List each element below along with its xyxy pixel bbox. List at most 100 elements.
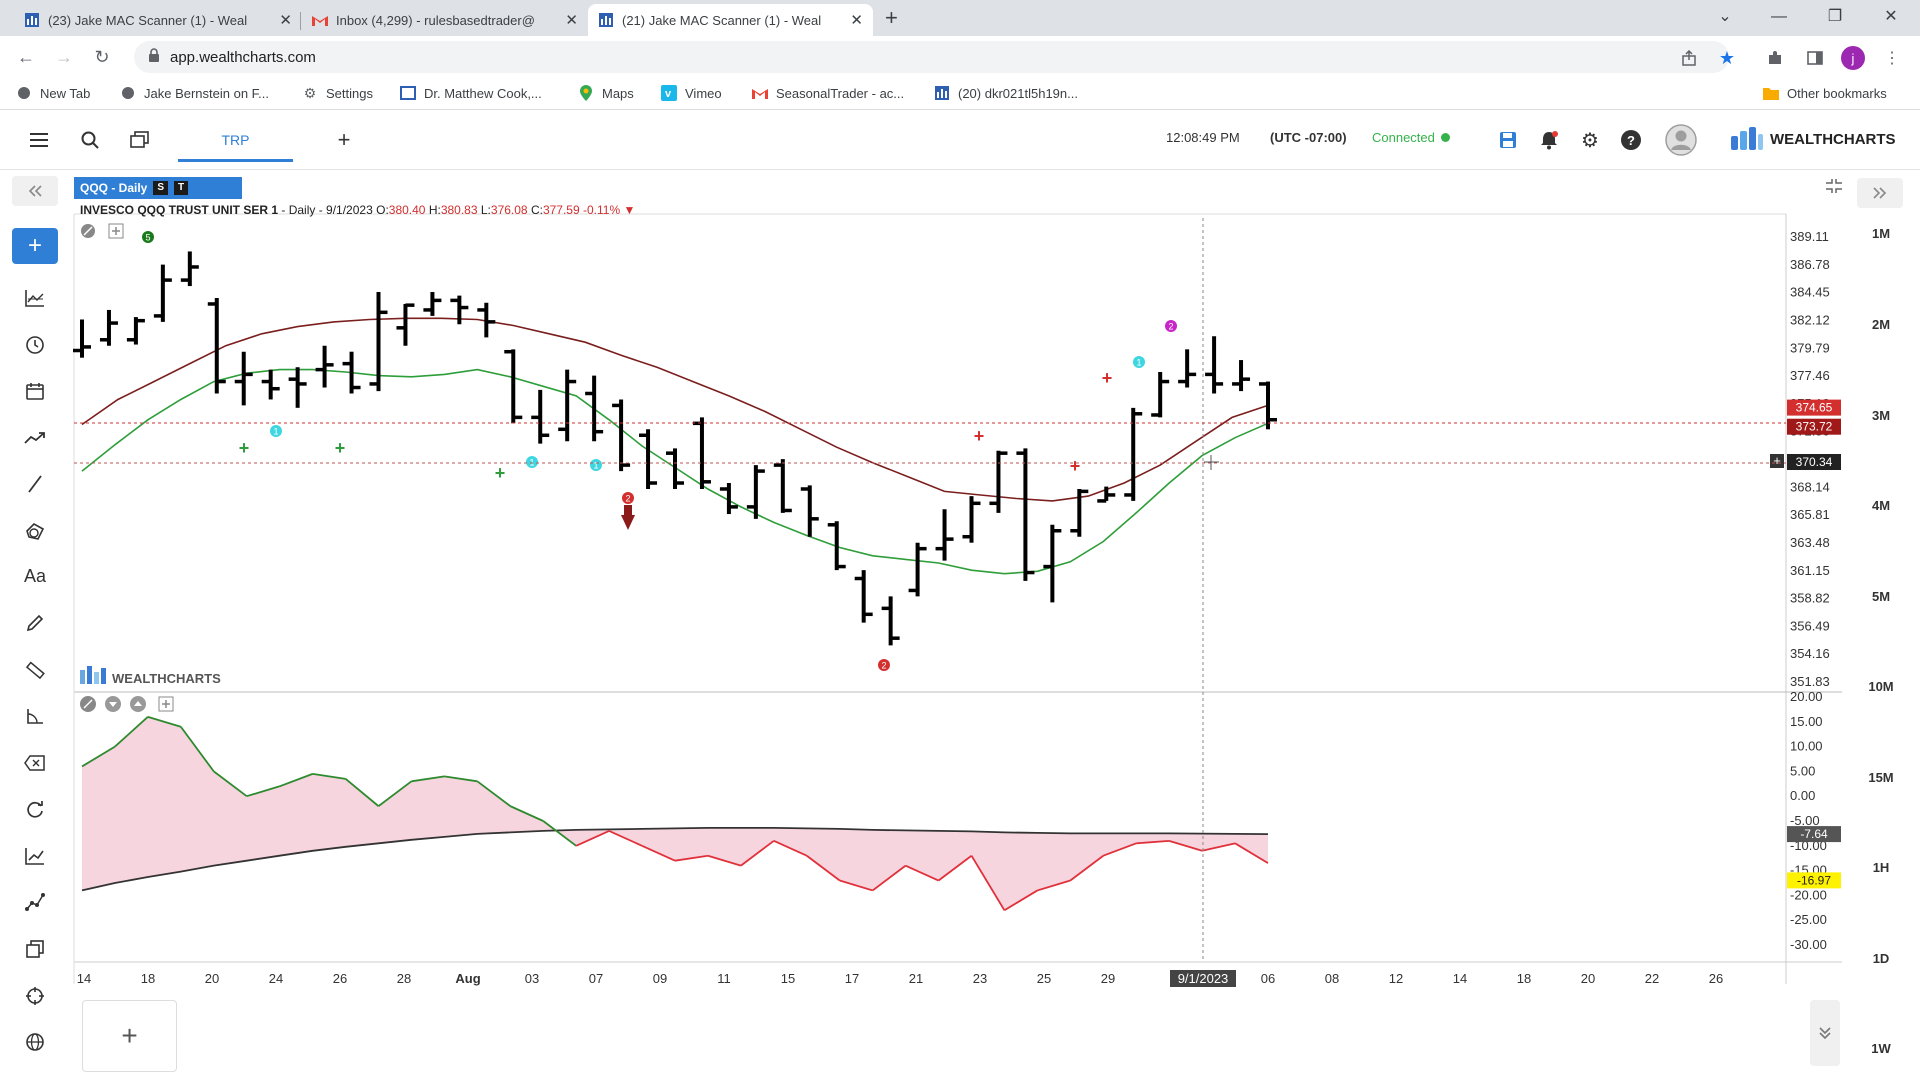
user-avatar-icon[interactable] <box>1665 124 1697 156</box>
fullscreen-icon[interactable] <box>1826 179 1842 193</box>
oscillator-line-segment <box>279 773 313 788</box>
browser-tab-2[interactable]: Inbox (4,299) - rulesbasedtrader@ ✕ <box>302 4 588 36</box>
ruler-icon[interactable] <box>12 652 58 688</box>
ohlc-bar <box>261 369 280 400</box>
back-arrow-icon[interactable]: ← <box>17 47 35 67</box>
shapes-icon[interactable] <box>12 513 58 549</box>
crosshair-icon[interactable] <box>12 978 58 1014</box>
tab-search-chevron-icon[interactable]: ⌄ <box>1718 8 1732 25</box>
timeframe-10m[interactable]: 10M <box>1868 679 1894 694</box>
clock-history-icon[interactable] <box>12 327 58 363</box>
add-chart-button[interactable]: + <box>82 1000 177 1072</box>
bookmark-dr-matthew-cook[interactable]: Dr. Matthew Cook,... <box>400 85 542 101</box>
badge-s[interactable]: S <box>153 181 169 195</box>
ma-price-label-bg <box>1787 418 1841 435</box>
save-icon[interactable] <box>1496 128 1520 152</box>
bookmark-label: Vimeo <box>685 85 722 101</box>
pane-controls-top[interactable] <box>81 223 124 239</box>
price-tick-label: 365.81 <box>1790 507 1830 522</box>
tab-close-icon[interactable]: ✕ <box>565 12 578 29</box>
indicators-icon[interactable] <box>12 280 58 316</box>
pencil-icon[interactable] <box>12 605 58 641</box>
search-icon[interactable] <box>78 128 102 152</box>
timeframe-1w[interactable]: 1W <box>1871 1041 1891 1056</box>
ohlc-bar <box>531 389 550 444</box>
browser-tab-1[interactable]: (23) Jake MAC Scanner (1) - Weal ✕ <box>14 4 302 36</box>
layouts-icon[interactable] <box>128 128 152 152</box>
forward-arrow-icon[interactable]: → <box>55 47 73 67</box>
new-tab-button[interactable]: + <box>885 5 898 30</box>
close-window-button[interactable]: ✕ <box>1884 8 1898 25</box>
price-tick-label: 354.16 <box>1790 646 1830 661</box>
bookmark-label: Settings <box>326 85 373 101</box>
x-tick-label: 15 <box>781 971 795 986</box>
bookmark-other-bookmarks[interactable]: Other bookmarks <box>1763 85 1887 101</box>
timeframe-5m[interactable]: 5M <box>1871 589 1891 604</box>
bookmark-seasonaltrader[interactable]: SeasonalTrader - ac... <box>752 85 904 101</box>
trend-line-icon[interactable] <box>12 420 58 456</box>
tab-close-icon[interactable]: ✕ <box>279 12 292 29</box>
ohlc-bar <box>746 465 765 519</box>
restore-button[interactable]: ❐ <box>1827 8 1843 25</box>
text-tool-icon[interactable]: Aa <box>23 565 47 586</box>
oscillator-line-segment <box>1069 855 1104 882</box>
eraser-icon[interactable] <box>12 745 58 781</box>
chart-symbol-label[interactable]: QQQ - Daily S T <box>74 177 242 199</box>
timeframe-1h[interactable]: 1H <box>1872 860 1890 875</box>
address-bar[interactable]: app.wealthcharts.com <box>134 41 1729 73</box>
tab-close-icon[interactable]: ✕ <box>850 12 863 29</box>
browser-tab-3-active[interactable]: (21) Jake MAC Scanner (1) - Weal ✕ <box>588 4 873 36</box>
calendar-icon[interactable] <box>12 373 58 409</box>
side-panel-icon[interactable] <box>1803 46 1827 70</box>
bookmark-star-icon[interactable]: ★ <box>1718 47 1736 68</box>
bookmark-maps[interactable]: Maps <box>578 85 634 101</box>
oscillator-line-segment <box>312 772 346 780</box>
oscillator-line-segment <box>905 864 939 882</box>
browser-menu-icon[interactable]: ⋮ <box>1884 50 1900 67</box>
pane-controls-oscillator[interactable] <box>80 696 174 712</box>
reload-icon[interactable]: ↻ <box>94 47 110 67</box>
hamburger-menu-icon[interactable] <box>27 128 51 152</box>
collapse-right-icon[interactable] <box>1857 178 1903 208</box>
profile-avatar[interactable]: j <box>1841 46 1865 70</box>
signal-dot-red <box>622 492 634 504</box>
gear-icon: ⚙ <box>303 84 317 101</box>
timeframe-1d[interactable]: 1D <box>1872 951 1890 966</box>
path-tool-icon[interactable] <box>12 884 58 920</box>
bookmark-settings[interactable]: ⚙ Settings <box>302 85 373 101</box>
chart-line-icon[interactable] <box>12 838 58 874</box>
settings-gear-icon[interactable]: ⚙ <box>1581 129 1599 152</box>
layers-icon[interactable] <box>12 931 58 967</box>
bookmark-label: Jake Bernstein on F... <box>144 85 270 101</box>
alerts-bell-icon[interactable] <box>1537 128 1561 152</box>
angle-tool-icon[interactable] <box>12 698 58 734</box>
timeframe-2m[interactable]: 2M <box>1871 317 1891 332</box>
bookmark-vimeo[interactable]: v Vimeo <box>661 85 722 101</box>
timezone[interactable]: (UTC -07:00) <box>1270 130 1347 145</box>
oscillator-line-segment <box>411 775 445 783</box>
expand-down-icon[interactable] <box>1810 1000 1840 1066</box>
down-triangle-icon: ▼ <box>623 203 636 217</box>
x-tick-label: 12 <box>1389 971 1403 986</box>
bookmark-dkr[interactable]: (20) dkr021tl5h19n... <box>934 85 1078 101</box>
add-tab-button[interactable]: + <box>337 127 351 152</box>
bookmark-jake-bernstein[interactable]: Jake Bernstein on F... <box>120 85 269 101</box>
globe-settings-icon[interactable] <box>12 1024 58 1060</box>
timeframe-3m[interactable]: 3M <box>1871 408 1891 423</box>
wealthcharts-logo: WEALTHCHARTS <box>1730 126 1896 152</box>
timeframe-4m[interactable]: 4M <box>1871 498 1891 513</box>
tab-trp[interactable]: TRP <box>178 120 293 162</box>
line-tool-icon[interactable] <box>12 466 58 502</box>
help-icon[interactable]: ? <box>1619 128 1643 152</box>
share-icon[interactable] <box>1677 46 1701 70</box>
minimize-button[interactable]: — <box>1771 8 1787 25</box>
add-drawing-button[interactable]: + <box>12 228 58 264</box>
badge-t[interactable]: T <box>174 181 189 195</box>
extensions-puzzle-icon[interactable] <box>1763 46 1787 70</box>
timeframe-1m[interactable]: 1M <box>1871 226 1891 241</box>
bookmark-new-tab[interactable]: New Tab <box>16 85 90 101</box>
collapse-left-icon[interactable] <box>12 176 58 206</box>
timeframe-15m[interactable]: 15M <box>1868 770 1894 785</box>
refresh-icon[interactable] <box>12 791 58 827</box>
